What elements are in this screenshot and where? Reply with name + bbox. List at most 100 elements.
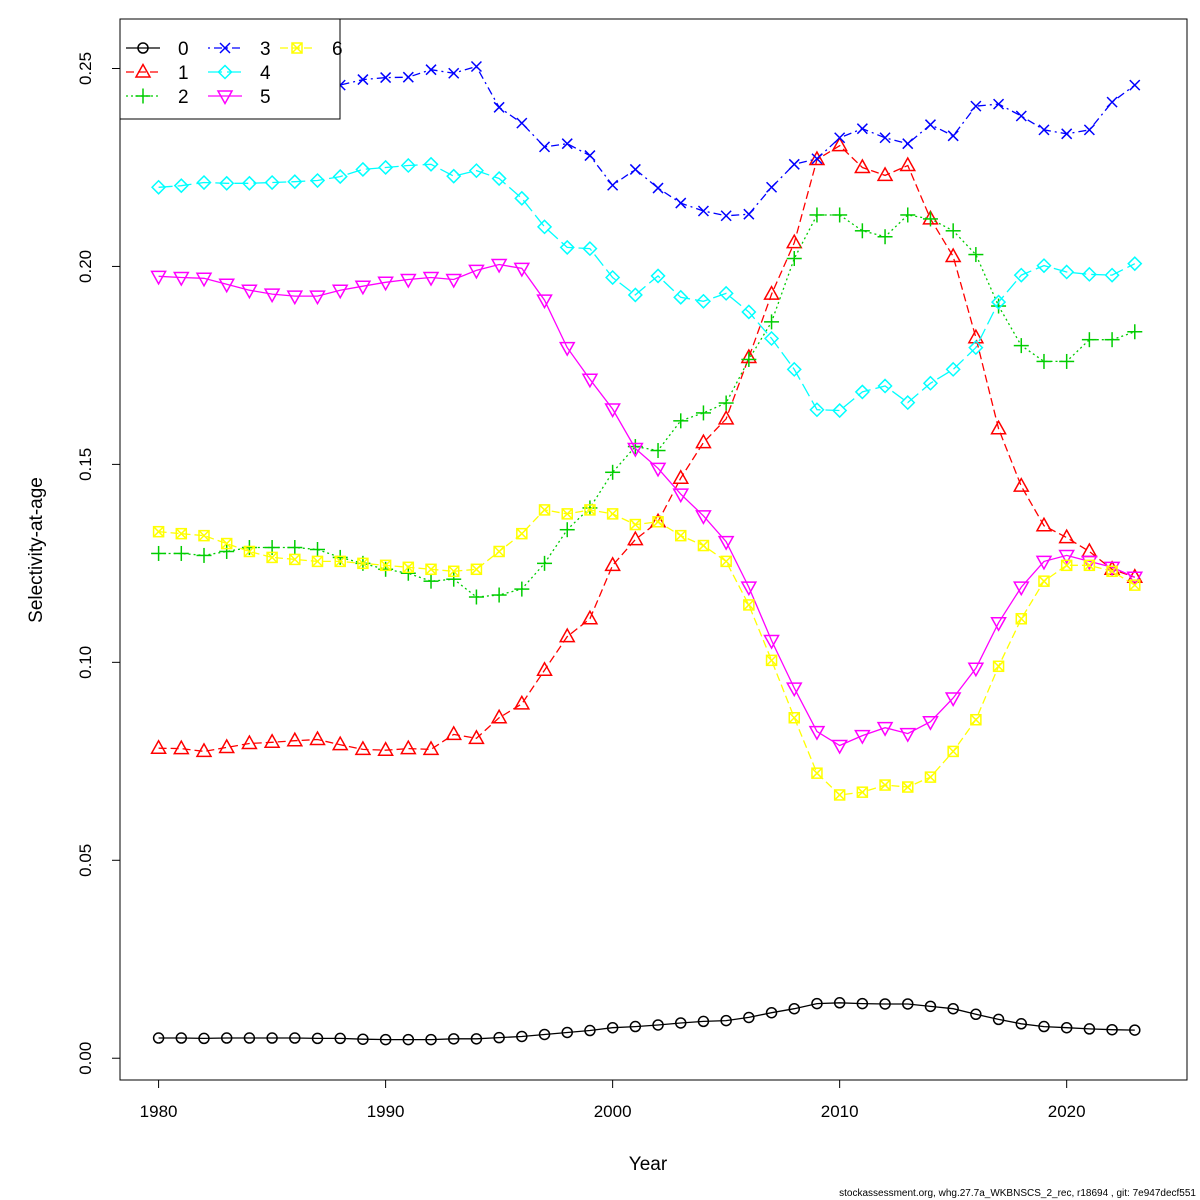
series-4-point	[151, 179, 167, 195]
series-5-point	[536, 294, 553, 310]
series-5-point	[967, 662, 985, 678]
series-4-point	[809, 402, 825, 418]
series-3-point	[1061, 128, 1073, 140]
series-5-point	[831, 739, 848, 755]
series-5-point	[1012, 581, 1030, 597]
series-6-point	[1060, 559, 1073, 572]
series-1-point	[173, 739, 190, 755]
series-5-point	[581, 373, 599, 389]
series-3-point	[380, 72, 392, 84]
series-4-point	[355, 161, 371, 178]
series-3-point	[879, 132, 891, 144]
series-2-point	[673, 413, 689, 429]
series-3-point	[357, 74, 369, 86]
series-2-point	[1059, 353, 1075, 369]
series-4-point	[264, 174, 280, 191]
series-2-point	[605, 464, 621, 480]
series-1-point	[876, 166, 894, 182]
series-6-point	[402, 561, 415, 574]
series-2-point	[718, 395, 734, 411]
series-2-line	[158, 214, 1136, 598]
series-4-point	[582, 241, 598, 257]
series-3-point	[1038, 124, 1050, 136]
series-1-point	[468, 729, 485, 745]
series-2-point	[1036, 353, 1052, 369]
series-6-point	[788, 712, 801, 724]
series-3-point	[720, 210, 732, 222]
series-0-point	[425, 1033, 437, 1046]
x-tick-label: 2020	[1048, 1102, 1086, 1121]
series-6	[152, 504, 1141, 801]
series-5-point	[695, 510, 712, 525]
series-1-point	[241, 734, 258, 750]
series-layer	[150, 60, 1144, 1046]
series-0-point	[1129, 1024, 1141, 1036]
series-0-point	[652, 1019, 664, 1031]
series-5-point	[173, 271, 190, 287]
series-2-point	[764, 314, 780, 330]
series-3-point	[970, 100, 982, 112]
series-6-point	[493, 545, 505, 558]
series-5-line	[158, 263, 1136, 747]
series-1-point	[286, 731, 304, 747]
series-2-point	[877, 229, 893, 245]
series-1-point	[672, 469, 690, 484]
series-1-point	[490, 708, 508, 724]
series-2-point	[922, 211, 938, 227]
series-3-point	[538, 141, 551, 153]
series-3-point	[402, 71, 414, 83]
series-0-point	[584, 1024, 596, 1037]
series-2-point	[1104, 332, 1120, 348]
footer-credit: stockassessment.org, whg.27.7a_WKBNSCS_2…	[839, 1188, 1196, 1199]
series-4-point	[718, 285, 734, 301]
series-1-line	[158, 144, 1136, 753]
series-5-point	[785, 682, 803, 698]
legend-item-5: 5	[208, 87, 271, 108]
axes-layer: 1980 1990 2000 2010 2020 0.00 0.05 0.10 0.15 0.20…	[76, 52, 1086, 1121]
series-6-point	[856, 786, 869, 798]
series-5-point	[1126, 571, 1144, 587]
series-1-point	[331, 735, 349, 751]
series-6-point	[334, 555, 346, 568]
legend-label: 0	[178, 39, 189, 60]
series-3-point	[516, 117, 528, 129]
series-3-line	[158, 65, 1136, 217]
series-5-point	[445, 273, 463, 289]
legend-label: 1	[178, 63, 189, 84]
series-2-point	[832, 207, 848, 223]
series-5-point	[241, 284, 258, 300]
series-1-point	[967, 328, 985, 344]
series-0-point	[833, 997, 846, 1009]
series-3-point	[1106, 96, 1118, 108]
series-5-point	[263, 288, 281, 304]
series-5-point	[763, 634, 780, 650]
series-4-point	[1059, 264, 1075, 280]
series-2-point	[1127, 324, 1143, 340]
series-6-point	[902, 781, 914, 793]
series-1-point	[899, 156, 917, 172]
series-0-point	[198, 1032, 210, 1045]
legend-label: 5	[260, 87, 271, 108]
series-3-point	[652, 182, 664, 194]
x-tick-label: 2010	[821, 1102, 859, 1121]
series-6-line	[158, 509, 1136, 796]
series-3-point	[788, 158, 800, 170]
series-4-point	[446, 168, 462, 184]
series-6-point	[811, 767, 823, 779]
series-1-point	[195, 742, 213, 758]
series-6-point	[629, 518, 642, 531]
series-1-point	[604, 556, 621, 572]
series-5-point	[195, 272, 213, 288]
series-3-point	[425, 64, 437, 76]
series-1-point	[422, 740, 440, 756]
legend-item-0: 0	[126, 39, 189, 60]
series-4-point	[605, 269, 621, 286]
series-1-point	[218, 738, 235, 754]
series-0-point	[970, 1008, 982, 1021]
series-1-point	[808, 150, 826, 166]
series-1-point	[1035, 516, 1053, 532]
x-tick-label: 1990	[367, 1102, 405, 1121]
series-6-point	[198, 529, 210, 542]
series-5-point	[354, 280, 372, 296]
series-5-point	[899, 727, 917, 743]
